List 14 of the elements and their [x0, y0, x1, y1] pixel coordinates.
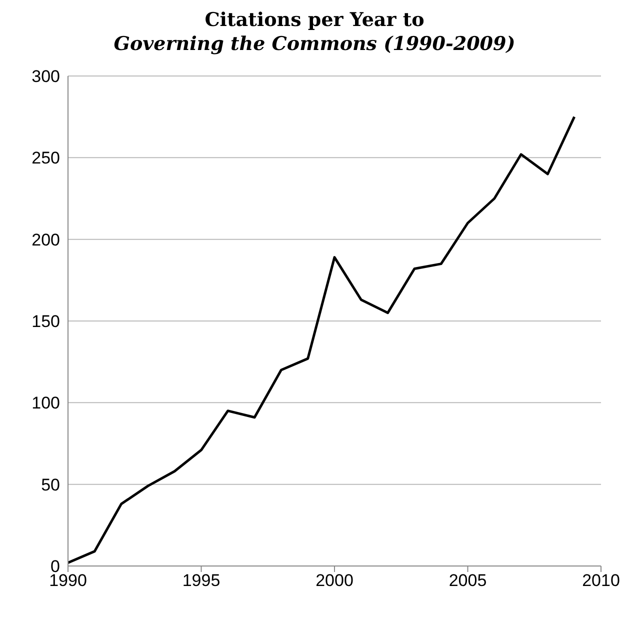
- y-tick-label: 200: [32, 230, 60, 250]
- x-tick-label: 1995: [182, 571, 220, 590]
- y-tick-label: 250: [32, 148, 60, 168]
- chart-title: Citations per Year to: [204, 8, 426, 32]
- y-tick-label: 150: [32, 312, 60, 332]
- x-tick-label: 2010: [582, 571, 620, 590]
- y-tick-label: 50: [41, 475, 60, 494]
- y-tick-label: 300: [32, 67, 60, 86]
- chart-subtitle: Governing the Commons (1990-2009): [112, 32, 516, 56]
- line-series: [68, 116, 576, 564]
- x-tick-label: 1990: [49, 571, 87, 590]
- x-tick-label: 2005: [448, 571, 487, 590]
- x-tick-label: 2000: [316, 571, 354, 590]
- y-tick-label: 100: [32, 394, 60, 413]
